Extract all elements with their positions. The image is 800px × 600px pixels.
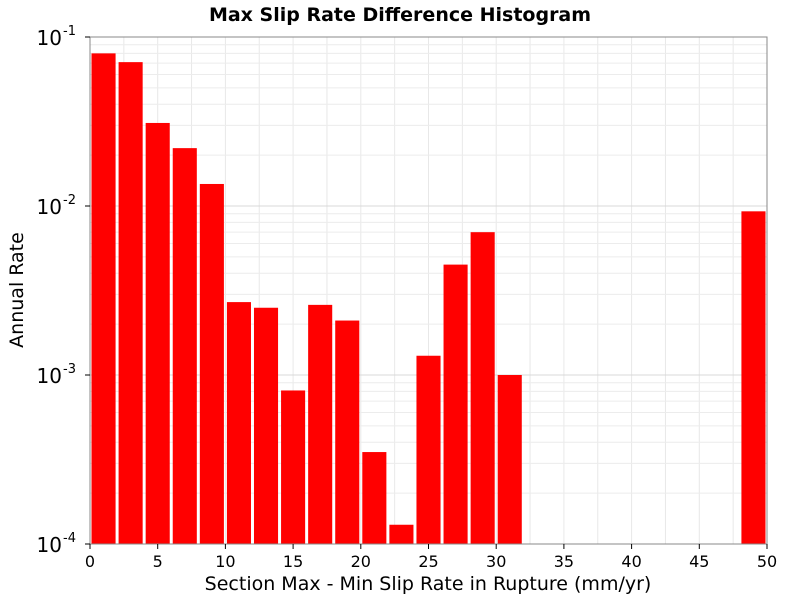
histogram-bar	[497, 375, 522, 544]
y-tick-exponent: -2	[63, 193, 76, 208]
x-tick-label: 40	[621, 552, 641, 571]
histogram-bar	[91, 53, 116, 544]
histogram-bar	[362, 452, 387, 544]
x-tick-label: 20	[351, 552, 371, 571]
y-axis-label: Annual Rate	[6, 232, 28, 348]
x-tick-label: 15	[283, 552, 303, 571]
histogram-bar	[389, 524, 414, 544]
y-tick-exponent: -1	[63, 24, 76, 39]
histogram-bar	[253, 307, 279, 544]
y-tick-label: 10	[37, 533, 62, 557]
x-tick-label: 25	[418, 552, 438, 571]
y-axis-ticks: 10-410-310-210-1	[37, 24, 90, 557]
y-tick-exponent: -3	[63, 362, 76, 377]
histogram-bar	[335, 320, 360, 544]
histogram-bar	[443, 264, 468, 544]
histogram-bar	[416, 355, 441, 544]
x-axis-ticks: 0 5 10 15 20 25 30 35 40 45 50	[85, 544, 777, 571]
x-tick-label: 50	[757, 552, 777, 571]
histogram-bar	[199, 183, 224, 545]
y-tick-label: 10	[37, 26, 62, 50]
x-tick-label: 35	[554, 552, 574, 571]
histogram-bar	[470, 232, 495, 544]
x-tick-label: 30	[486, 552, 506, 571]
y-tick-exponent: -4	[63, 531, 76, 546]
y-tick-label: 10	[37, 364, 62, 388]
chart-title: Max Slip Rate Difference Histogram	[209, 4, 591, 26]
y-tick-label: 10	[37, 195, 62, 219]
histogram-bar	[226, 302, 251, 544]
histogram-bar	[741, 211, 766, 544]
histogram-bar	[145, 122, 170, 545]
x-tick-label: 45	[689, 552, 709, 571]
histogram-bar	[281, 390, 306, 544]
histogram-bar	[308, 304, 333, 544]
bars-group	[91, 53, 766, 545]
x-axis-label: Section Max - Min Slip Rate in Rupture (…	[205, 573, 652, 595]
histogram-bar	[172, 148, 197, 545]
histogram-bar	[118, 62, 143, 545]
x-tick-label: 5	[153, 552, 163, 571]
x-tick-label: 10	[215, 552, 235, 571]
x-tick-label: 0	[85, 552, 95, 571]
